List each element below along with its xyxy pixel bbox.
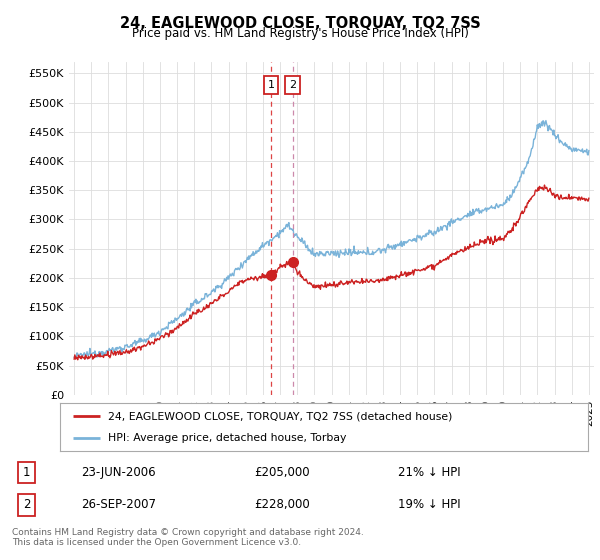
- Text: Contains HM Land Registry data © Crown copyright and database right 2024.
This d: Contains HM Land Registry data © Crown c…: [12, 528, 364, 547]
- Text: HPI: Average price, detached house, Torbay: HPI: Average price, detached house, Torb…: [107, 433, 346, 443]
- Text: Price paid vs. HM Land Registry's House Price Index (HPI): Price paid vs. HM Land Registry's House …: [131, 27, 469, 40]
- Text: 23-JUN-2006: 23-JUN-2006: [81, 466, 156, 479]
- Text: £205,000: £205,000: [254, 466, 310, 479]
- Text: 24, EAGLEWOOD CLOSE, TORQUAY, TQ2 7SS (detached house): 24, EAGLEWOOD CLOSE, TORQUAY, TQ2 7SS (d…: [107, 411, 452, 421]
- Text: 26-SEP-2007: 26-SEP-2007: [81, 498, 156, 511]
- Text: 1: 1: [268, 80, 274, 90]
- Text: 2: 2: [289, 80, 296, 90]
- Text: 1: 1: [23, 466, 30, 479]
- Text: £228,000: £228,000: [254, 498, 310, 511]
- Text: 21% ↓ HPI: 21% ↓ HPI: [398, 466, 461, 479]
- Text: 19% ↓ HPI: 19% ↓ HPI: [398, 498, 461, 511]
- Text: 24, EAGLEWOOD CLOSE, TORQUAY, TQ2 7SS: 24, EAGLEWOOD CLOSE, TORQUAY, TQ2 7SS: [119, 16, 481, 31]
- Text: 2: 2: [23, 498, 30, 511]
